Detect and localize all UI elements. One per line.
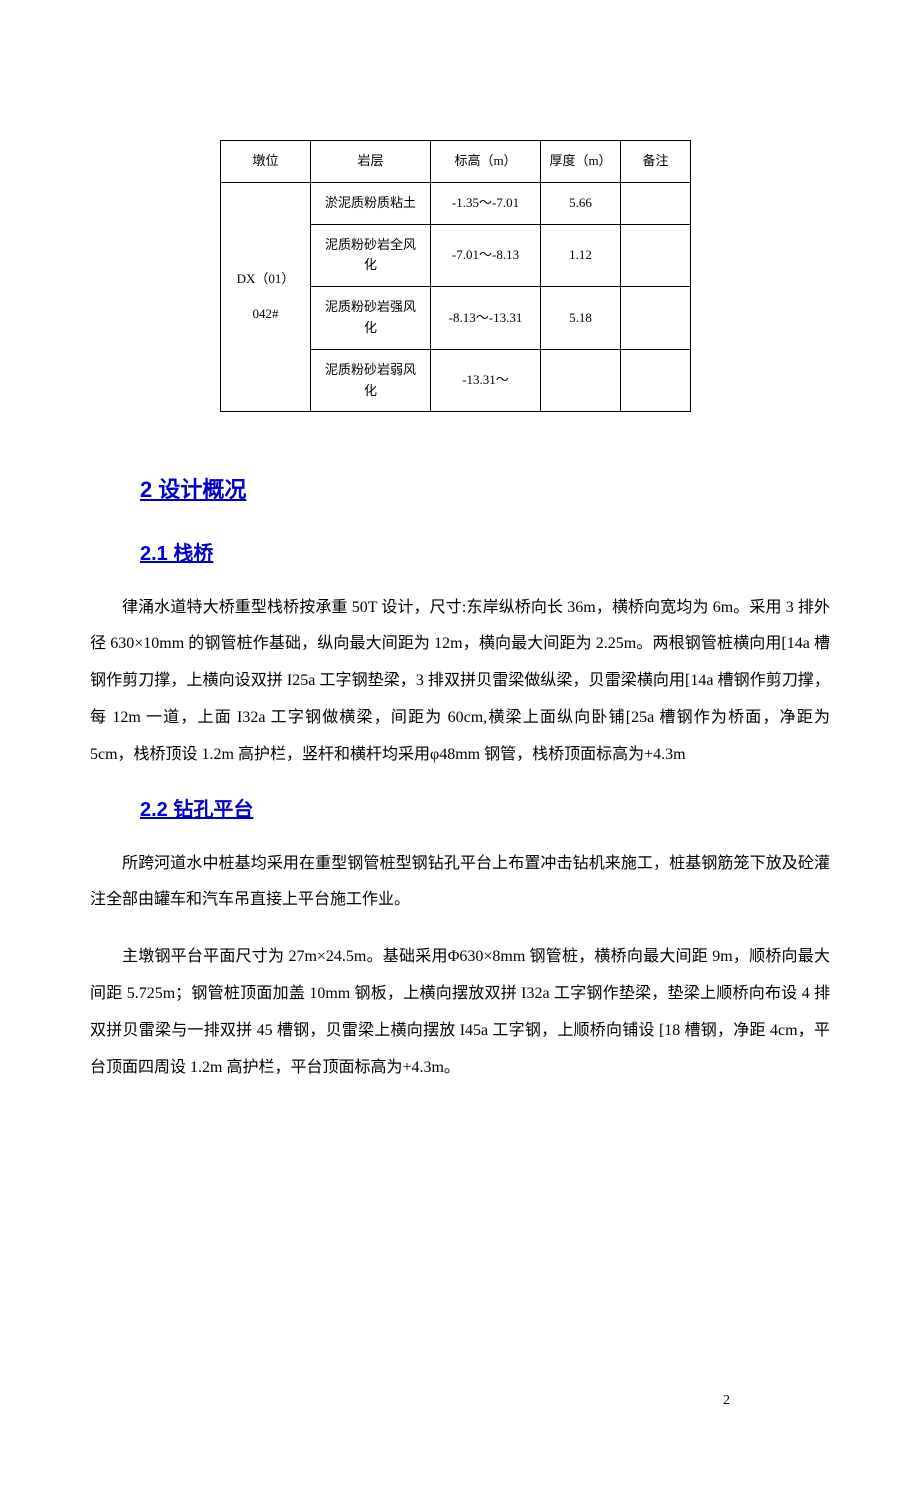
cell-thick: 5.18 [541,287,621,350]
paragraph-platform-1: 所跨河道水中桩基均采用在重型钢管桩型钢钻孔平台上布置冲击钻机来施工，桩基钢筋笼下… [90,846,830,920]
cell-note [621,349,691,412]
position-line2: 042# [229,304,302,325]
th-layer: 岩层 [311,141,431,183]
cell-thick: 1.12 [541,224,621,287]
cell-layer: 淤泥质粉质粘土 [311,182,431,224]
th-elevation: 标高（m） [431,141,541,183]
cell-note [621,182,691,224]
geology-table: 墩位 岩层 标高（m） 厚度（m） 备注 DX（01） 042# 淤泥质粉质粘土… [220,140,691,412]
position-line1: DX（01） [229,269,302,290]
cell-elev: -8.13～-13.31 [431,287,541,350]
heading-design-overview: 2 设计概况 [140,472,830,507]
cell-layer: 泥质粉砂岩弱风化 [311,349,431,412]
heading-drilling-platform: 2.2 钻孔平台 [140,794,830,826]
cell-elev: -7.01～-8.13 [431,224,541,287]
cell-thick: 5.66 [541,182,621,224]
th-thickness: 厚度（m） [541,141,621,183]
th-position: 墩位 [221,141,311,183]
paragraph-platform-2: 主墩钢平台平面尺寸为 27m×24.5m。基础采用Φ630×8mm 钢管桩，横桥… [90,939,830,1086]
cell-elev: -1.35～-7.01 [431,182,541,224]
table-header-row: 墩位 岩层 标高（m） 厚度（m） 备注 [221,141,691,183]
cell-note [621,287,691,350]
table-row: DX（01） 042# 淤泥质粉质粘土 -1.35～-7.01 5.66 [221,182,691,224]
cell-layer: 泥质粉砂岩强风化 [311,287,431,350]
th-note: 备注 [621,141,691,183]
cell-position: DX（01） 042# [221,182,311,412]
paragraph-trestle: 律涌水道特大桥重型栈桥按承重 50T 设计，尺寸:东岸纵桥向长 36m，横桥向宽… [90,590,830,774]
page-number: 2 [723,1390,730,1412]
cell-thick [541,349,621,412]
cell-elev: -13.31～ [431,349,541,412]
cell-note [621,224,691,287]
heading-trestle-bridge: 2.1 栈桥 [140,538,830,570]
cell-layer: 泥质粉砂岩全风化 [311,224,431,287]
